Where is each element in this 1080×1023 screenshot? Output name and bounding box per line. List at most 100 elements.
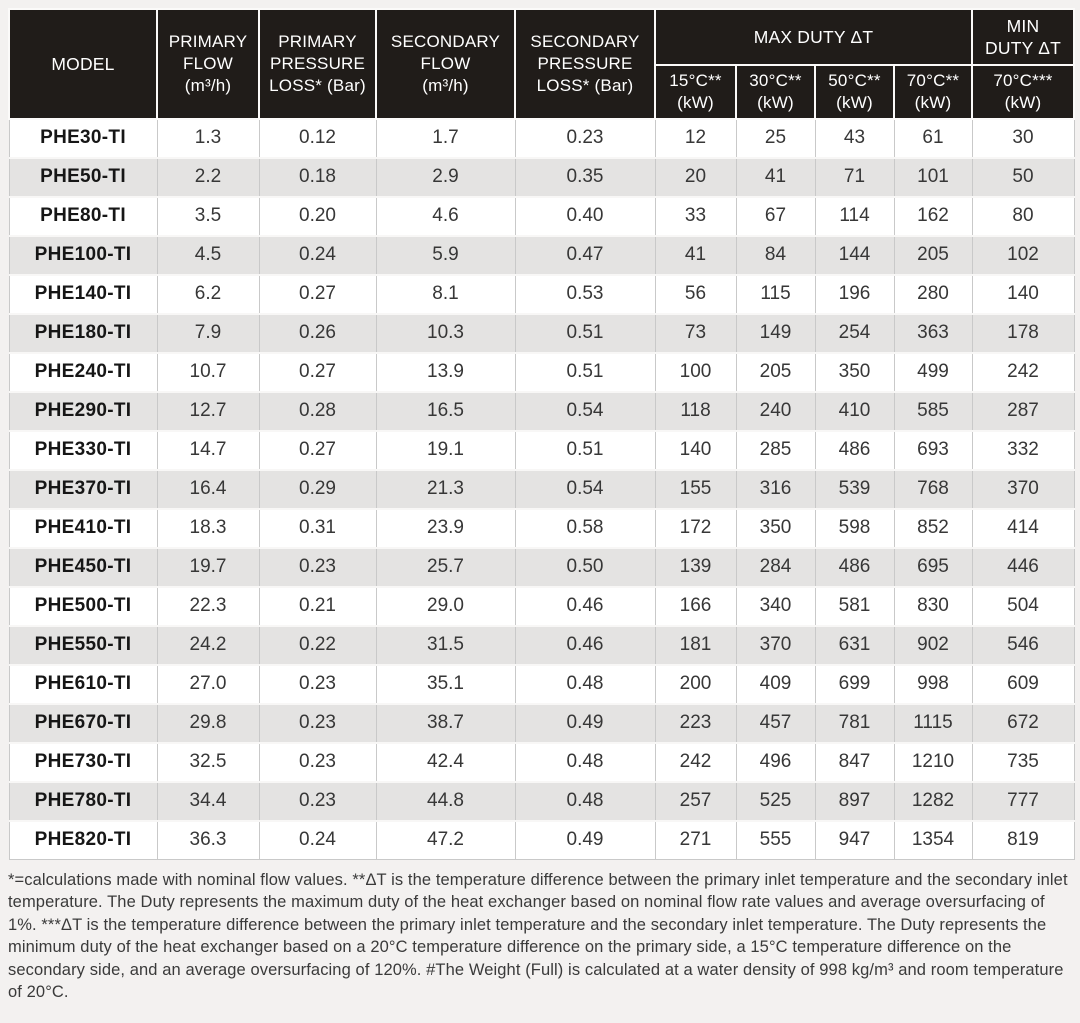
secondary-flow-cell: 2.9 (375, 157, 516, 198)
table-row: PHE780-TI 34.4 0.23 44.8 0.48 257 525 89… (8, 781, 1075, 822)
min-duty-70c-cell: 140 (971, 274, 1075, 315)
col-group-min-duty: MIN DUTY ΔT (971, 8, 1075, 66)
model-cell: PHE80-TI (8, 196, 158, 237)
model-cell: PHE500-TI (8, 586, 158, 627)
primary-flow-cell: 10.7 (156, 352, 260, 393)
secondary-pressure-loss-cell: 0.48 (514, 781, 656, 822)
min-duty-70c-cell: 609 (971, 664, 1075, 705)
max-duty-70c-cell: 585 (893, 391, 973, 432)
model-cell: PHE140-TI (8, 274, 158, 315)
min-duty-70c-cell: 50 (971, 157, 1075, 198)
secondary-pressure-loss-cell: 0.48 (514, 664, 656, 705)
min-duty-70c-cell: 80 (971, 196, 1075, 237)
model-cell: PHE370-TI (8, 469, 158, 510)
secondary-pressure-loss-cell: 0.54 (514, 469, 656, 510)
max-duty-70c-cell: 998 (893, 664, 973, 705)
table-row: PHE730-TI 32.5 0.23 42.4 0.48 242 496 84… (8, 742, 1075, 783)
max-duty-30c-cell: 525 (735, 781, 816, 822)
primary-pressure-loss-cell: 0.12 (258, 118, 377, 159)
table-body: PHE30-TI 1.3 0.12 1.7 0.23 12 25 43 61 3… (8, 118, 1075, 860)
model-cell: PHE180-TI (8, 313, 158, 354)
footnote: *=calculations made with nominal flow va… (8, 870, 1068, 1002)
max-duty-15c-cell: 155 (654, 469, 737, 510)
max-duty-30c-cell: 25 (735, 118, 816, 159)
min-duty-70c-cell: 242 (971, 352, 1075, 393)
primary-flow-cell: 19.7 (156, 547, 260, 588)
secondary-pressure-loss-cell: 0.51 (514, 430, 656, 471)
min-duty-70c-cell: 30 (971, 118, 1075, 159)
secondary-pressure-loss-cell: 0.46 (514, 625, 656, 666)
primary-pressure-loss-cell: 0.31 (258, 508, 377, 549)
max-duty-70c-cell: 101 (893, 157, 973, 198)
primary-pressure-loss-cell: 0.29 (258, 469, 377, 510)
max-duty-70c-cell: 205 (893, 235, 973, 276)
max-duty-15c-cell: 33 (654, 196, 737, 237)
secondary-flow-cell: 29.0 (375, 586, 516, 627)
max-duty-15c-cell: 242 (654, 742, 737, 783)
max-duty-15c-cell: 172 (654, 508, 737, 549)
primary-pressure-loss-cell: 0.24 (258, 235, 377, 276)
model-cell: PHE780-TI (8, 781, 158, 822)
secondary-pressure-loss-cell: 0.48 (514, 742, 656, 783)
primary-pressure-loss-cell: 0.20 (258, 196, 377, 237)
model-cell: PHE50-TI (8, 157, 158, 198)
primary-pressure-loss-cell: 0.23 (258, 703, 377, 744)
secondary-pressure-loss-cell: 0.50 (514, 547, 656, 588)
max-duty-30c-cell: 41 (735, 157, 816, 198)
col-header-secondary-pressure-loss: SECONDARY PRESSURE LOSS* (Bar) (514, 8, 656, 120)
model-cell: PHE330-TI (8, 430, 158, 471)
max-duty-50c-cell: 486 (814, 430, 895, 471)
max-duty-15c-cell: 257 (654, 781, 737, 822)
secondary-pressure-loss-cell: 0.58 (514, 508, 656, 549)
min-duty-70c-cell: 332 (971, 430, 1075, 471)
max-duty-15c-cell: 166 (654, 586, 737, 627)
min-duty-70c-cell: 546 (971, 625, 1075, 666)
secondary-pressure-loss-cell: 0.23 (514, 118, 656, 159)
primary-pressure-loss-cell: 0.26 (258, 313, 377, 354)
min-duty-70c-cell: 819 (971, 820, 1075, 860)
primary-flow-cell: 36.3 (156, 820, 260, 860)
primary-flow-cell: 12.7 (156, 391, 260, 432)
model-cell: PHE550-TI (8, 625, 158, 666)
table-row: PHE670-TI 29.8 0.23 38.7 0.49 223 457 78… (8, 703, 1075, 744)
primary-pressure-loss-cell: 0.27 (258, 274, 377, 315)
primary-flow-cell: 14.7 (156, 430, 260, 471)
primary-flow-cell: 4.5 (156, 235, 260, 276)
table-row: PHE180-TI 7.9 0.26 10.3 0.51 73 149 254 … (8, 313, 1075, 354)
model-cell: PHE410-TI (8, 508, 158, 549)
max-duty-50c-cell: 539 (814, 469, 895, 510)
max-duty-50c-cell: 43 (814, 118, 895, 159)
min-duty-70c-cell: 777 (971, 781, 1075, 822)
primary-flow-cell: 22.3 (156, 586, 260, 627)
phe-spec-table: MODEL PRIMARY FLOW (m³/h) PRIMARY PRESSU… (8, 8, 1075, 860)
secondary-flow-cell: 44.8 (375, 781, 516, 822)
max-duty-50c-cell: 114 (814, 196, 895, 237)
table-row: PHE290-TI 12.7 0.28 16.5 0.54 118 240 41… (8, 391, 1075, 432)
min-duty-70c-cell: 672 (971, 703, 1075, 744)
max-duty-15c-cell: 140 (654, 430, 737, 471)
max-duty-50c-cell: 598 (814, 508, 895, 549)
max-duty-30c-cell: 340 (735, 586, 816, 627)
table-row: PHE610-TI 27.0 0.23 35.1 0.48 200 409 69… (8, 664, 1075, 705)
primary-flow-cell: 7.9 (156, 313, 260, 354)
secondary-flow-cell: 19.1 (375, 430, 516, 471)
max-duty-50c-cell: 196 (814, 274, 895, 315)
primary-flow-cell: 18.3 (156, 508, 260, 549)
primary-pressure-loss-cell: 0.23 (258, 781, 377, 822)
max-duty-70c-cell: 768 (893, 469, 973, 510)
primary-pressure-loss-cell: 0.27 (258, 430, 377, 471)
secondary-flow-cell: 21.3 (375, 469, 516, 510)
max-duty-70c-cell: 852 (893, 508, 973, 549)
max-duty-70c-cell: 1210 (893, 742, 973, 783)
min-duty-70c-cell: 370 (971, 469, 1075, 510)
max-duty-30c-cell: 149 (735, 313, 816, 354)
primary-pressure-loss-cell: 0.24 (258, 820, 377, 860)
max-duty-30c-cell: 67 (735, 196, 816, 237)
primary-pressure-loss-cell: 0.21 (258, 586, 377, 627)
max-duty-30c-cell: 115 (735, 274, 816, 315)
table-header: MODEL PRIMARY FLOW (m³/h) PRIMARY PRESSU… (8, 8, 1075, 120)
max-duty-30c-cell: 285 (735, 430, 816, 471)
secondary-flow-cell: 16.5 (375, 391, 516, 432)
secondary-flow-cell: 25.7 (375, 547, 516, 588)
max-duty-50c-cell: 581 (814, 586, 895, 627)
